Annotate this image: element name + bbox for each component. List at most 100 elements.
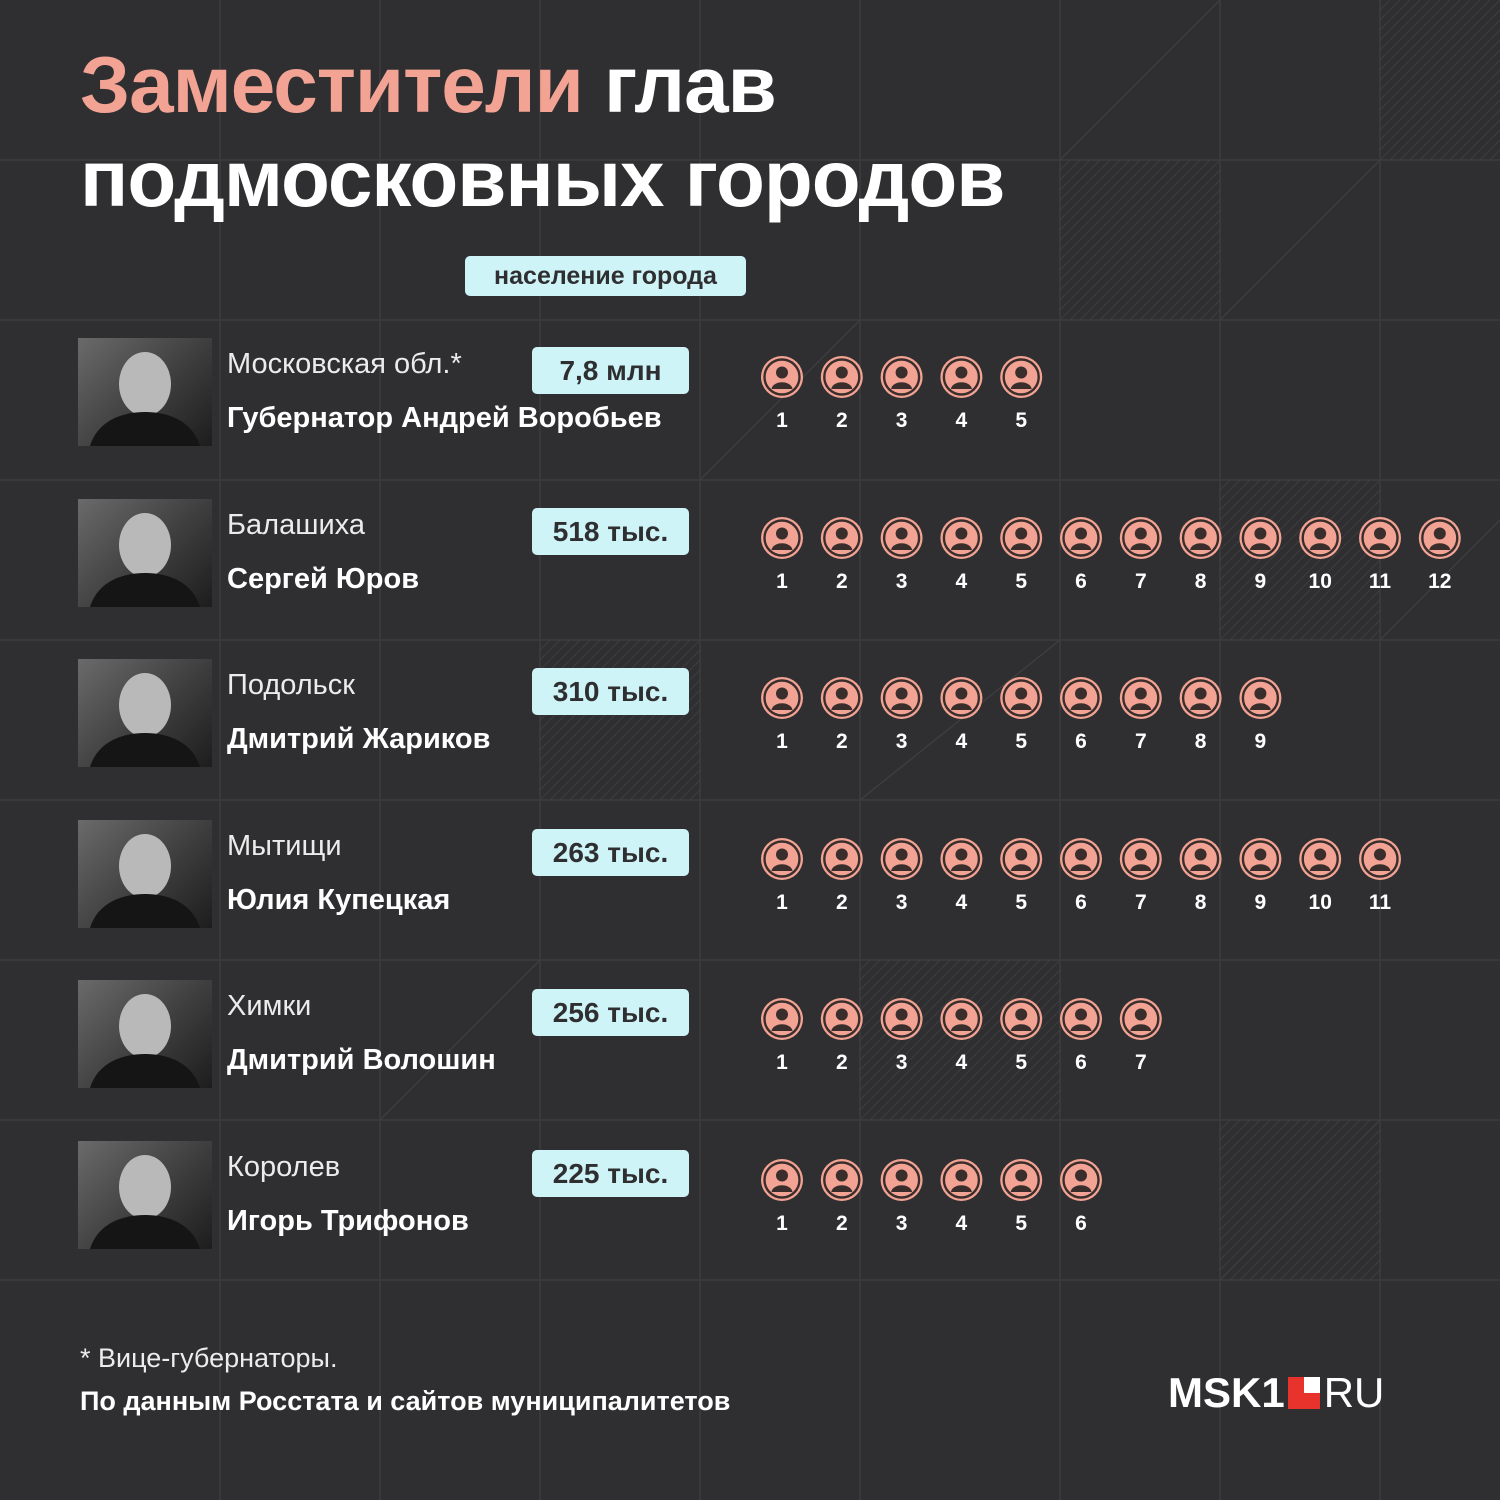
person-circle-icon bbox=[1060, 517, 1102, 559]
population-badge: 225 тыс. bbox=[532, 1150, 689, 1197]
head-name: Губернатор Андрей Воробьев bbox=[227, 402, 662, 434]
person-circle-icon bbox=[1060, 677, 1102, 719]
portrait-photo bbox=[78, 1141, 212, 1249]
portrait-photo bbox=[78, 659, 212, 767]
person-circle-icon bbox=[1000, 356, 1043, 398]
deputy-number-label: 6 bbox=[1075, 891, 1087, 914]
person-circle-icon bbox=[940, 998, 983, 1040]
person-circle-icon bbox=[1179, 838, 1222, 880]
person-circle-icon bbox=[1119, 517, 1162, 559]
deputy-number-label: 5 bbox=[1015, 409, 1027, 432]
head-name: Игорь Трифонов bbox=[227, 1205, 469, 1237]
deputies-icons: 1 2 3 4 5 6 7 8 9 10 11 12 bbox=[760, 517, 1480, 597]
person-circle-icon bbox=[1299, 517, 1342, 559]
deputy-number-label: 2 bbox=[836, 570, 848, 593]
portrait-photo bbox=[78, 820, 212, 928]
deputy-number-label: 7 bbox=[1135, 570, 1147, 593]
deputy-number-label: 3 bbox=[896, 570, 908, 593]
deputy-number-label: 11 bbox=[1369, 891, 1392, 914]
deputy-number-label: 2 bbox=[836, 891, 848, 914]
deputy-number-label: 6 bbox=[1075, 570, 1087, 593]
person-circle-icon bbox=[1119, 677, 1162, 719]
deputies-icons: 1 2 3 4 5 bbox=[760, 356, 1480, 436]
person-circle-icon bbox=[761, 356, 803, 398]
person-circle-icon bbox=[1299, 838, 1342, 880]
deputies-icons: 1 2 3 4 5 6 7 bbox=[760, 998, 1480, 1078]
deputy-number-label: 9 bbox=[1255, 730, 1267, 753]
deputy-number-label: 3 bbox=[896, 730, 908, 753]
logo-mark-icon bbox=[1287, 1377, 1320, 1409]
deputy-number-label: 5 bbox=[1015, 730, 1027, 753]
person-circle-icon bbox=[820, 677, 863, 719]
title-line2: подмосковных городов bbox=[80, 134, 1005, 223]
page-title: Заместители глав подмосковных городов bbox=[80, 38, 1180, 226]
person-circle-icon bbox=[1359, 517, 1401, 559]
person-circle-icon bbox=[1179, 517, 1222, 559]
deputy-number-label: 2 bbox=[836, 1212, 848, 1235]
deputy-number-label: 11 bbox=[1369, 570, 1392, 593]
population-badge: 256 тыс. bbox=[532, 989, 689, 1036]
person-circle-icon bbox=[761, 998, 803, 1040]
person-circle-icon bbox=[880, 356, 923, 398]
deputy-number-label: 2 bbox=[836, 1051, 848, 1074]
population-legend-label: население города bbox=[465, 256, 746, 296]
deputy-number-label: 1 bbox=[776, 730, 788, 753]
chart-row: Химки Дмитрий Волошин 256 тыс. 1 2 3 4 5 6 7 bbox=[0, 980, 1500, 1090]
city-name: Королев bbox=[227, 1151, 341, 1183]
title-rest: глав bbox=[582, 40, 777, 129]
population-badge: 310 тыс. bbox=[532, 668, 689, 715]
population-badge: 7,8 млн bbox=[532, 347, 689, 394]
person-circle-icon bbox=[820, 1159, 863, 1201]
deputy-number-label: 8 bbox=[1195, 730, 1207, 753]
city-name: Балашиха bbox=[227, 509, 365, 541]
deputy-number-label: 5 bbox=[1015, 891, 1027, 914]
deputy-number-label: 9 bbox=[1255, 570, 1267, 593]
person-circle-icon bbox=[880, 677, 923, 719]
source-note: По данным Росстата и сайтов муниципалите… bbox=[80, 1386, 731, 1416]
person-circle-icon bbox=[1239, 677, 1282, 719]
deputies-icons: 1 2 3 4 5 6 7 8 9 bbox=[760, 677, 1480, 757]
title-accent: Заместители bbox=[80, 40, 584, 129]
deputy-number-label: 4 bbox=[956, 1051, 968, 1074]
deputy-number-label: 5 bbox=[1015, 1212, 1027, 1235]
deputy-number-label: 8 bbox=[1195, 570, 1207, 593]
portrait-photo bbox=[78, 499, 212, 607]
head-name: Сергей Юров bbox=[227, 563, 420, 595]
person-circle-icon bbox=[1000, 998, 1043, 1040]
person-circle-icon bbox=[880, 998, 923, 1040]
logo-suffix: RU bbox=[1323, 1369, 1385, 1416]
deputy-number-label: 4 bbox=[956, 891, 968, 914]
deputy-number-label: 4 bbox=[956, 409, 968, 432]
person-circle-icon bbox=[940, 677, 983, 719]
person-circle-icon bbox=[880, 517, 923, 559]
deputy-number-label: 4 bbox=[956, 730, 968, 753]
person-circle-icon bbox=[940, 517, 983, 559]
city-name: Мытищи bbox=[227, 830, 342, 862]
deputy-number-label: 7 bbox=[1135, 891, 1147, 914]
deputy-number-label: 1 bbox=[776, 1051, 788, 1074]
deputy-number-label: 2 bbox=[836, 730, 848, 753]
deputy-number-label: 5 bbox=[1015, 1051, 1027, 1074]
person-circle-icon bbox=[1000, 1159, 1043, 1201]
person-circle-icon bbox=[1119, 998, 1162, 1040]
person-circle-icon bbox=[761, 677, 803, 719]
person-circle-icon bbox=[1060, 1159, 1102, 1201]
msk1-logo: MSK1 RU bbox=[1168, 1368, 1384, 1418]
deputy-number-label: 8 bbox=[1195, 891, 1207, 914]
person-circle-icon bbox=[761, 1159, 803, 1201]
deputy-number-label: 10 bbox=[1309, 570, 1332, 593]
person-circle-icon bbox=[940, 356, 983, 398]
person-circle-icon bbox=[1000, 517, 1043, 559]
population-badge: 263 тыс. bbox=[532, 829, 689, 876]
chart-row: Подольск Дмитрий Жариков 310 тыс. 1 2 3 4 5 6 7 8 9 bbox=[0, 659, 1500, 769]
person-circle-icon bbox=[1179, 677, 1222, 719]
deputy-number-label: 1 bbox=[776, 570, 788, 593]
chart-row: Московская обл.* Губернатор Андрей Воробь… bbox=[0, 338, 1500, 448]
deputy-number-label: 6 bbox=[1075, 1051, 1087, 1074]
person-circle-icon bbox=[1060, 998, 1102, 1040]
deputy-number-label: 6 bbox=[1075, 1212, 1087, 1235]
deputy-number-label: 10 bbox=[1309, 891, 1332, 914]
logo-main: MSK1 bbox=[1168, 1369, 1285, 1416]
deputy-number-label: 4 bbox=[956, 570, 968, 593]
deputy-number-label: 5 bbox=[1015, 570, 1027, 593]
